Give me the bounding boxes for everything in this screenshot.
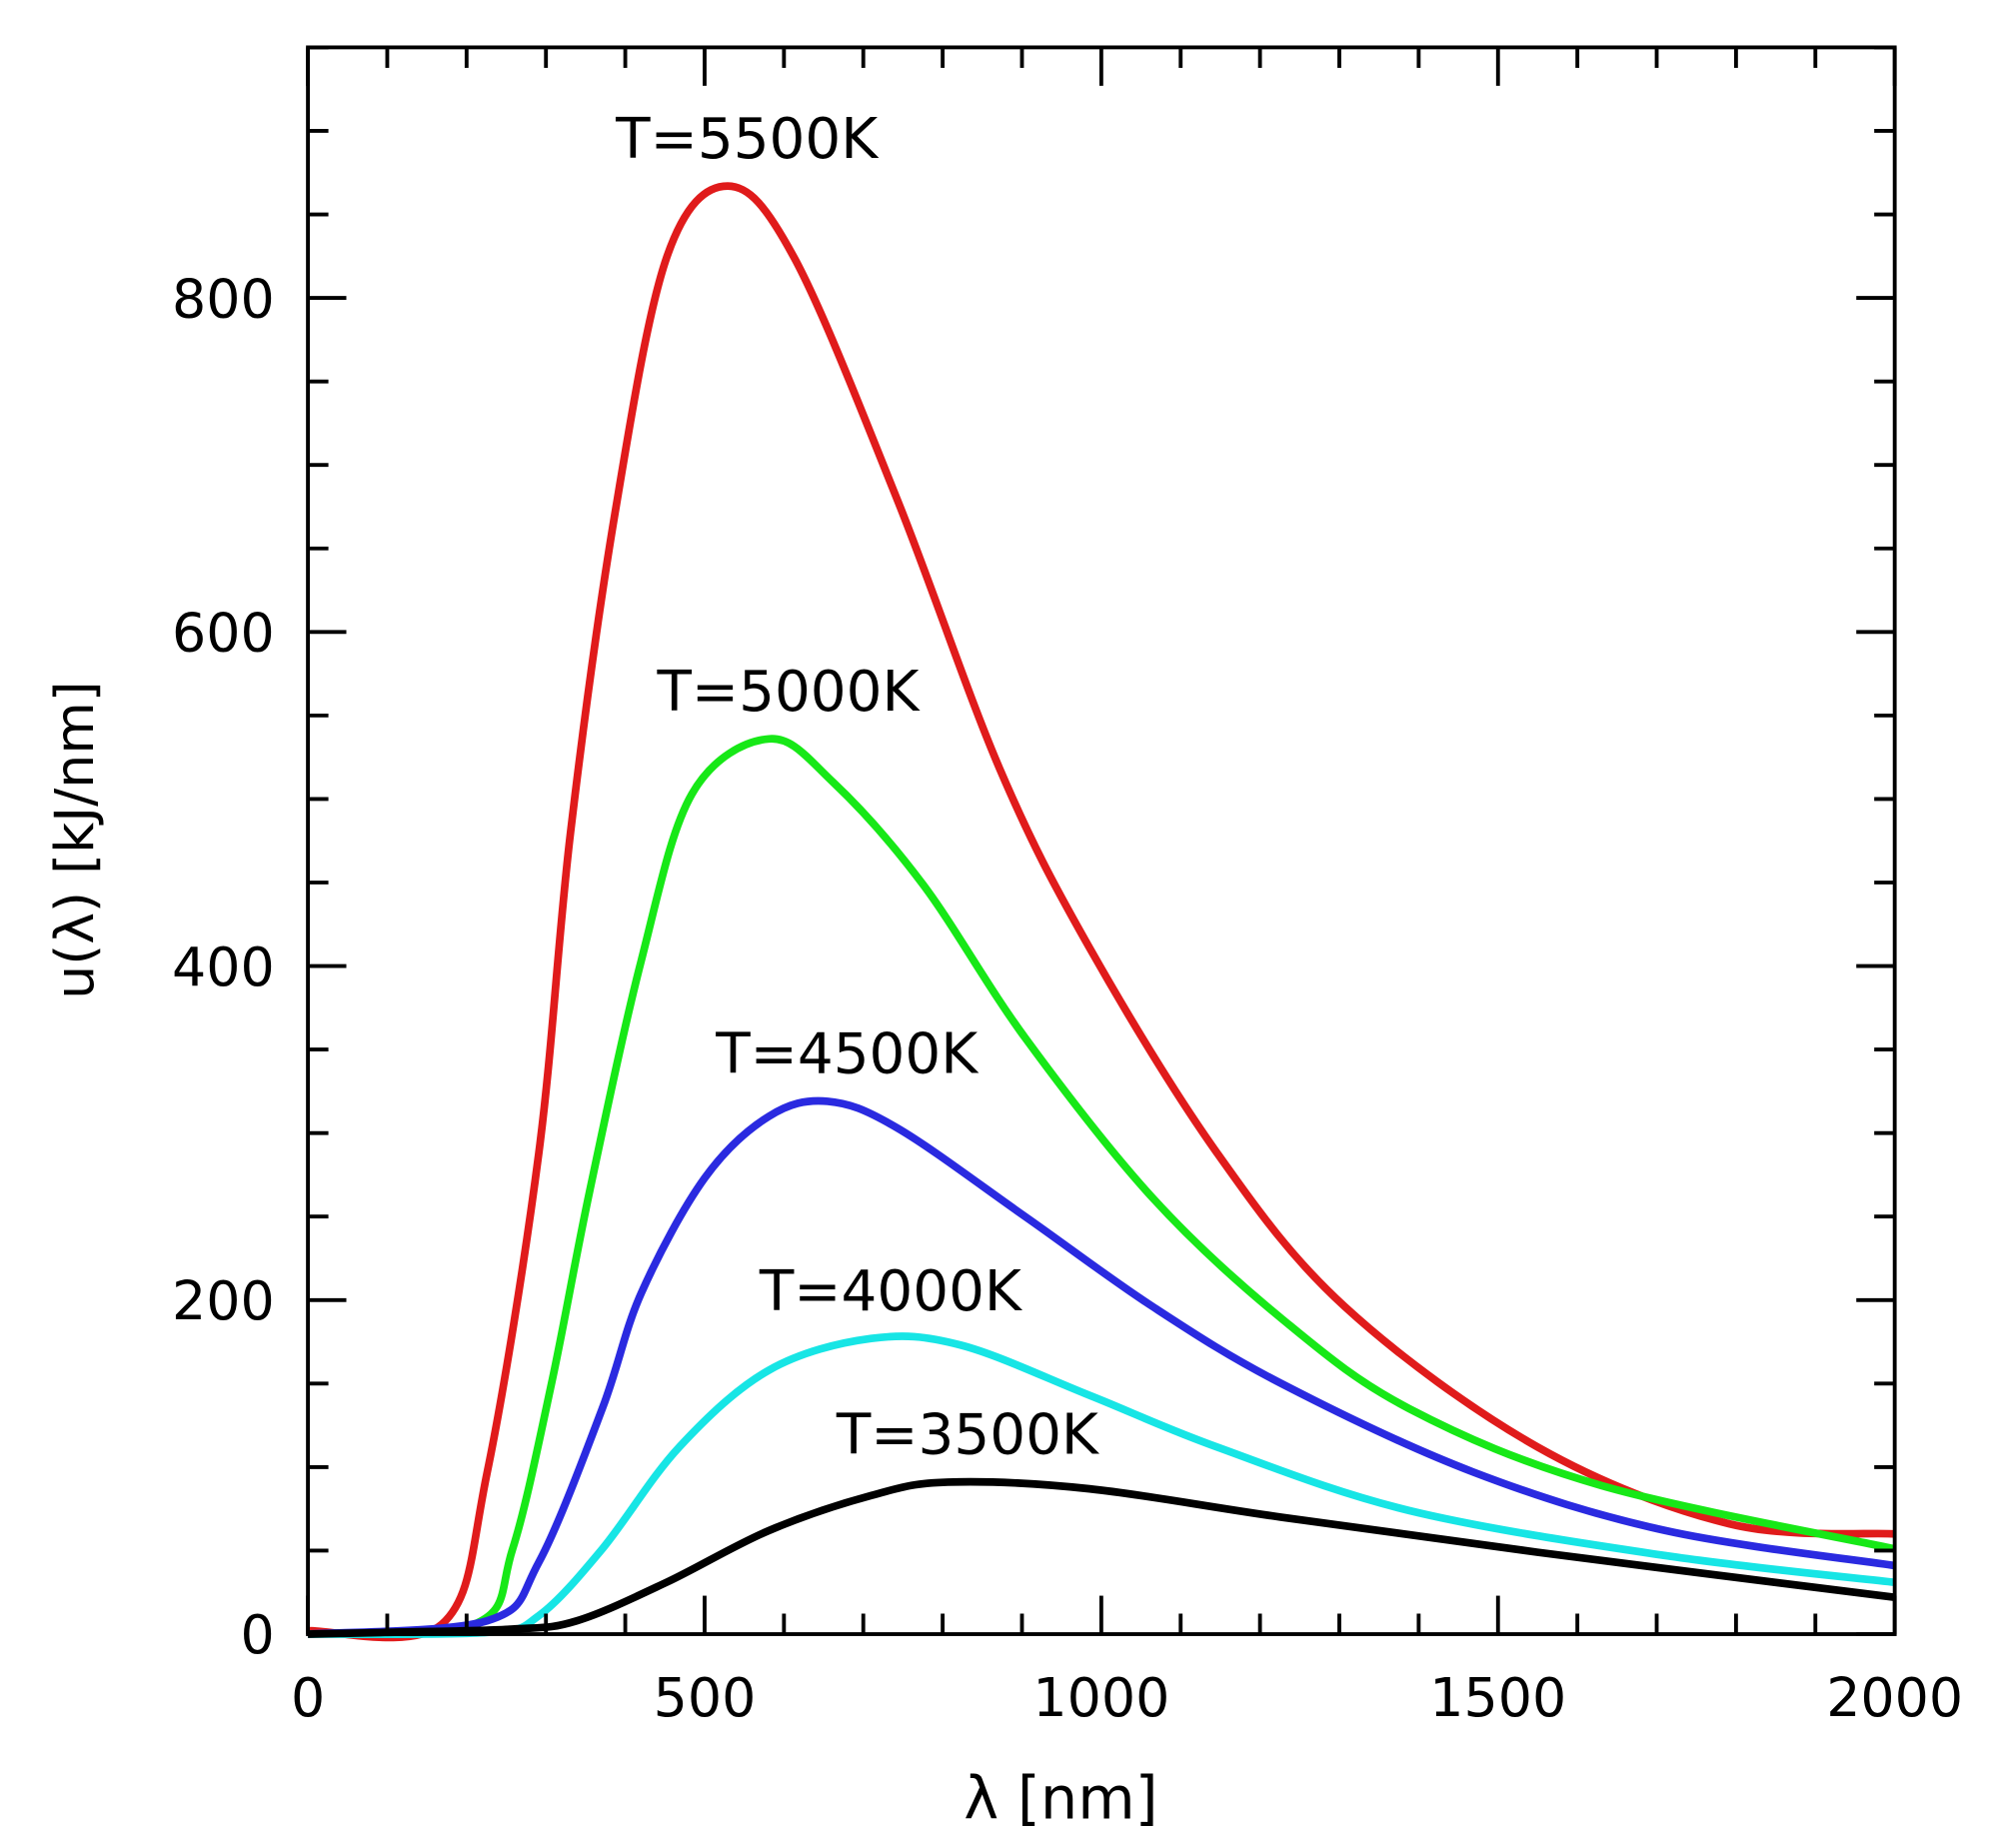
x-axis-label: λ [nm] (964, 1764, 1157, 1833)
series-label: T=3500K (836, 1403, 1100, 1468)
y-tick-label: 200 (172, 1269, 275, 1332)
plot-marks: T=5500K T=5000K T=4500K T=4000K T=3500K (307, 107, 1896, 1642)
y-axis-label: u(λ) [kJ/nm] (43, 681, 106, 999)
series-label: T=5000K (656, 660, 921, 725)
y-tick-label: 0 (241, 1603, 275, 1666)
ticks: 0 500 1000 1500 2000 0 200 400 600 800 (172, 45, 1963, 1729)
series-line (307, 182, 1895, 1642)
series-label: T=4000K (759, 1259, 1023, 1324)
series-line (307, 1096, 1896, 1638)
series-label: T=4500K (715, 1022, 980, 1087)
y-tick-label: 400 (172, 935, 275, 998)
series-label: T=5500K (615, 107, 880, 172)
y-tick-label: 600 (172, 602, 275, 665)
y-tick-label: 800 (172, 267, 275, 330)
series-line (307, 735, 1896, 1638)
series-line (308, 1332, 1896, 1639)
x-tick-label: 0 (291, 1666, 325, 1729)
series-line (307, 1477, 1896, 1638)
x-tick-label: 1000 (1032, 1666, 1169, 1729)
x-tick-label: 1500 (1429, 1666, 1566, 1729)
x-tick-label: 2000 (1826, 1666, 1963, 1729)
x-tick-label: 500 (654, 1666, 757, 1729)
